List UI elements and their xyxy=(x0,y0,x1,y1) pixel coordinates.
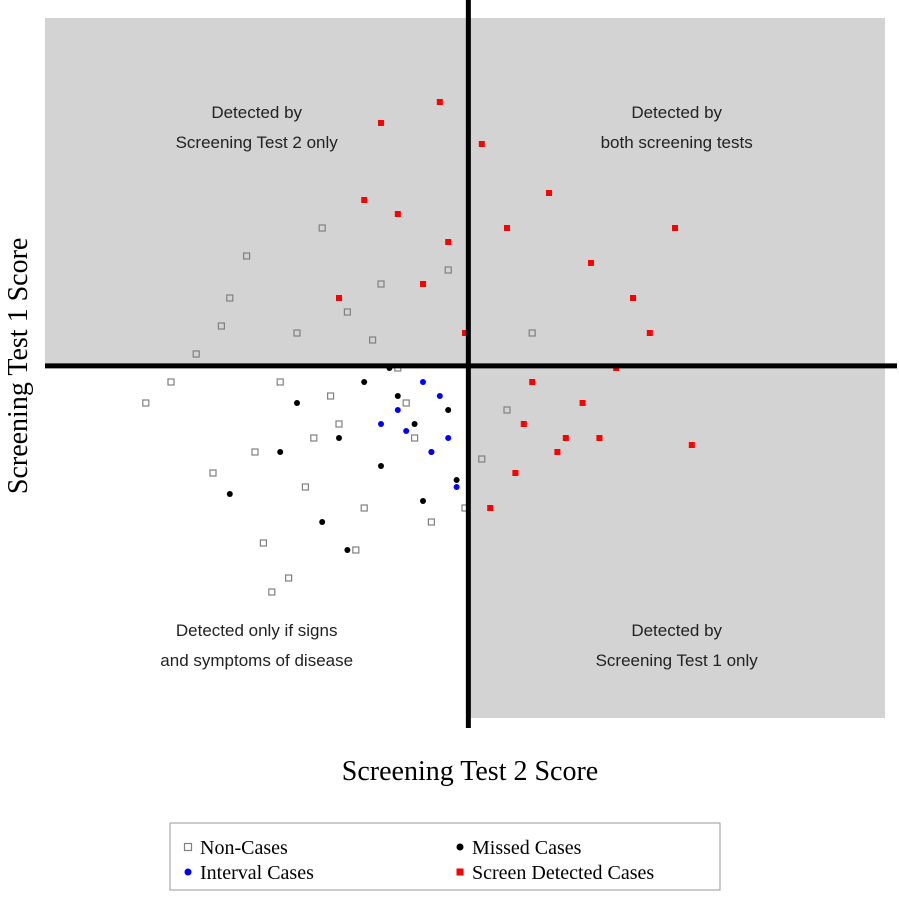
legend-marker xyxy=(456,868,464,876)
point xyxy=(445,407,452,413)
point xyxy=(453,484,460,490)
point xyxy=(360,504,368,512)
quadrant xyxy=(468,18,885,366)
legend-label: Missed Cases xyxy=(472,837,582,859)
point xyxy=(268,588,276,596)
point xyxy=(420,281,426,287)
point xyxy=(319,519,326,525)
point xyxy=(520,421,527,427)
point xyxy=(420,498,426,504)
legend-marker xyxy=(183,842,193,852)
x-axis-label: Screening Test 2 Score xyxy=(342,756,598,787)
point xyxy=(411,421,418,427)
point xyxy=(294,400,300,406)
point xyxy=(436,99,443,105)
point xyxy=(462,330,468,336)
point xyxy=(142,399,150,407)
annotation: Screening Test 1 only xyxy=(596,651,759,670)
point xyxy=(478,455,486,463)
point xyxy=(293,329,301,337)
point xyxy=(646,330,653,336)
annotation: Detected by xyxy=(631,103,722,122)
quadrant xyxy=(468,365,885,718)
annotation: Detected by xyxy=(631,621,722,640)
legend-label: Non-Cases xyxy=(200,837,288,859)
point xyxy=(554,449,561,455)
legend-label: Interval Cases xyxy=(200,862,314,884)
point xyxy=(504,225,510,231)
point xyxy=(327,392,335,400)
point xyxy=(487,505,494,511)
point xyxy=(562,435,569,441)
point xyxy=(529,379,536,385)
point xyxy=(277,449,284,455)
legend-marker xyxy=(184,868,192,876)
point xyxy=(394,407,401,413)
point xyxy=(546,190,552,196)
annotation: Detected only if signs xyxy=(176,621,338,640)
point xyxy=(344,547,351,553)
annotation: and symptoms of disease xyxy=(160,651,353,670)
point xyxy=(436,393,443,399)
point xyxy=(378,120,384,126)
point xyxy=(369,336,377,344)
point xyxy=(402,399,410,407)
legend-marker xyxy=(456,843,464,851)
y-axis-label: Screening Test 1 Score xyxy=(3,238,34,494)
point xyxy=(276,378,284,386)
point xyxy=(209,469,217,477)
point xyxy=(427,518,435,526)
point xyxy=(352,546,360,554)
legend-label: Screen Detected Cases xyxy=(472,862,654,884)
point xyxy=(394,211,401,217)
point xyxy=(377,280,385,288)
point xyxy=(192,350,200,358)
point xyxy=(672,225,678,231)
point xyxy=(503,406,511,414)
point xyxy=(588,260,594,266)
point xyxy=(226,294,234,302)
point xyxy=(596,435,603,441)
point xyxy=(217,322,225,330)
point xyxy=(285,574,293,582)
point xyxy=(528,329,536,337)
point xyxy=(445,435,452,441)
point xyxy=(335,420,343,428)
point xyxy=(512,470,519,476)
point xyxy=(453,477,460,483)
point xyxy=(394,393,401,399)
point xyxy=(361,197,368,203)
point xyxy=(378,463,384,469)
point xyxy=(579,400,586,406)
point xyxy=(420,379,426,385)
point xyxy=(445,239,452,245)
point xyxy=(310,434,318,442)
point xyxy=(444,266,452,274)
point xyxy=(243,252,251,260)
point xyxy=(428,449,435,455)
point xyxy=(630,295,636,301)
point xyxy=(226,491,233,497)
point xyxy=(361,379,368,385)
annotation: Detected by xyxy=(211,103,302,122)
point xyxy=(318,224,326,232)
point xyxy=(688,442,695,448)
point xyxy=(343,308,351,316)
annotation: Screening Test 2 only xyxy=(176,133,339,152)
point xyxy=(336,295,342,301)
point xyxy=(336,435,342,441)
annotation: both screening tests xyxy=(601,133,753,152)
point xyxy=(259,539,267,547)
legend-box xyxy=(169,822,721,891)
point xyxy=(411,434,419,442)
quadrant xyxy=(45,18,469,366)
point xyxy=(167,378,175,386)
point xyxy=(378,421,384,427)
point xyxy=(301,483,309,491)
point xyxy=(478,141,485,147)
point xyxy=(251,448,259,456)
point xyxy=(403,428,410,434)
